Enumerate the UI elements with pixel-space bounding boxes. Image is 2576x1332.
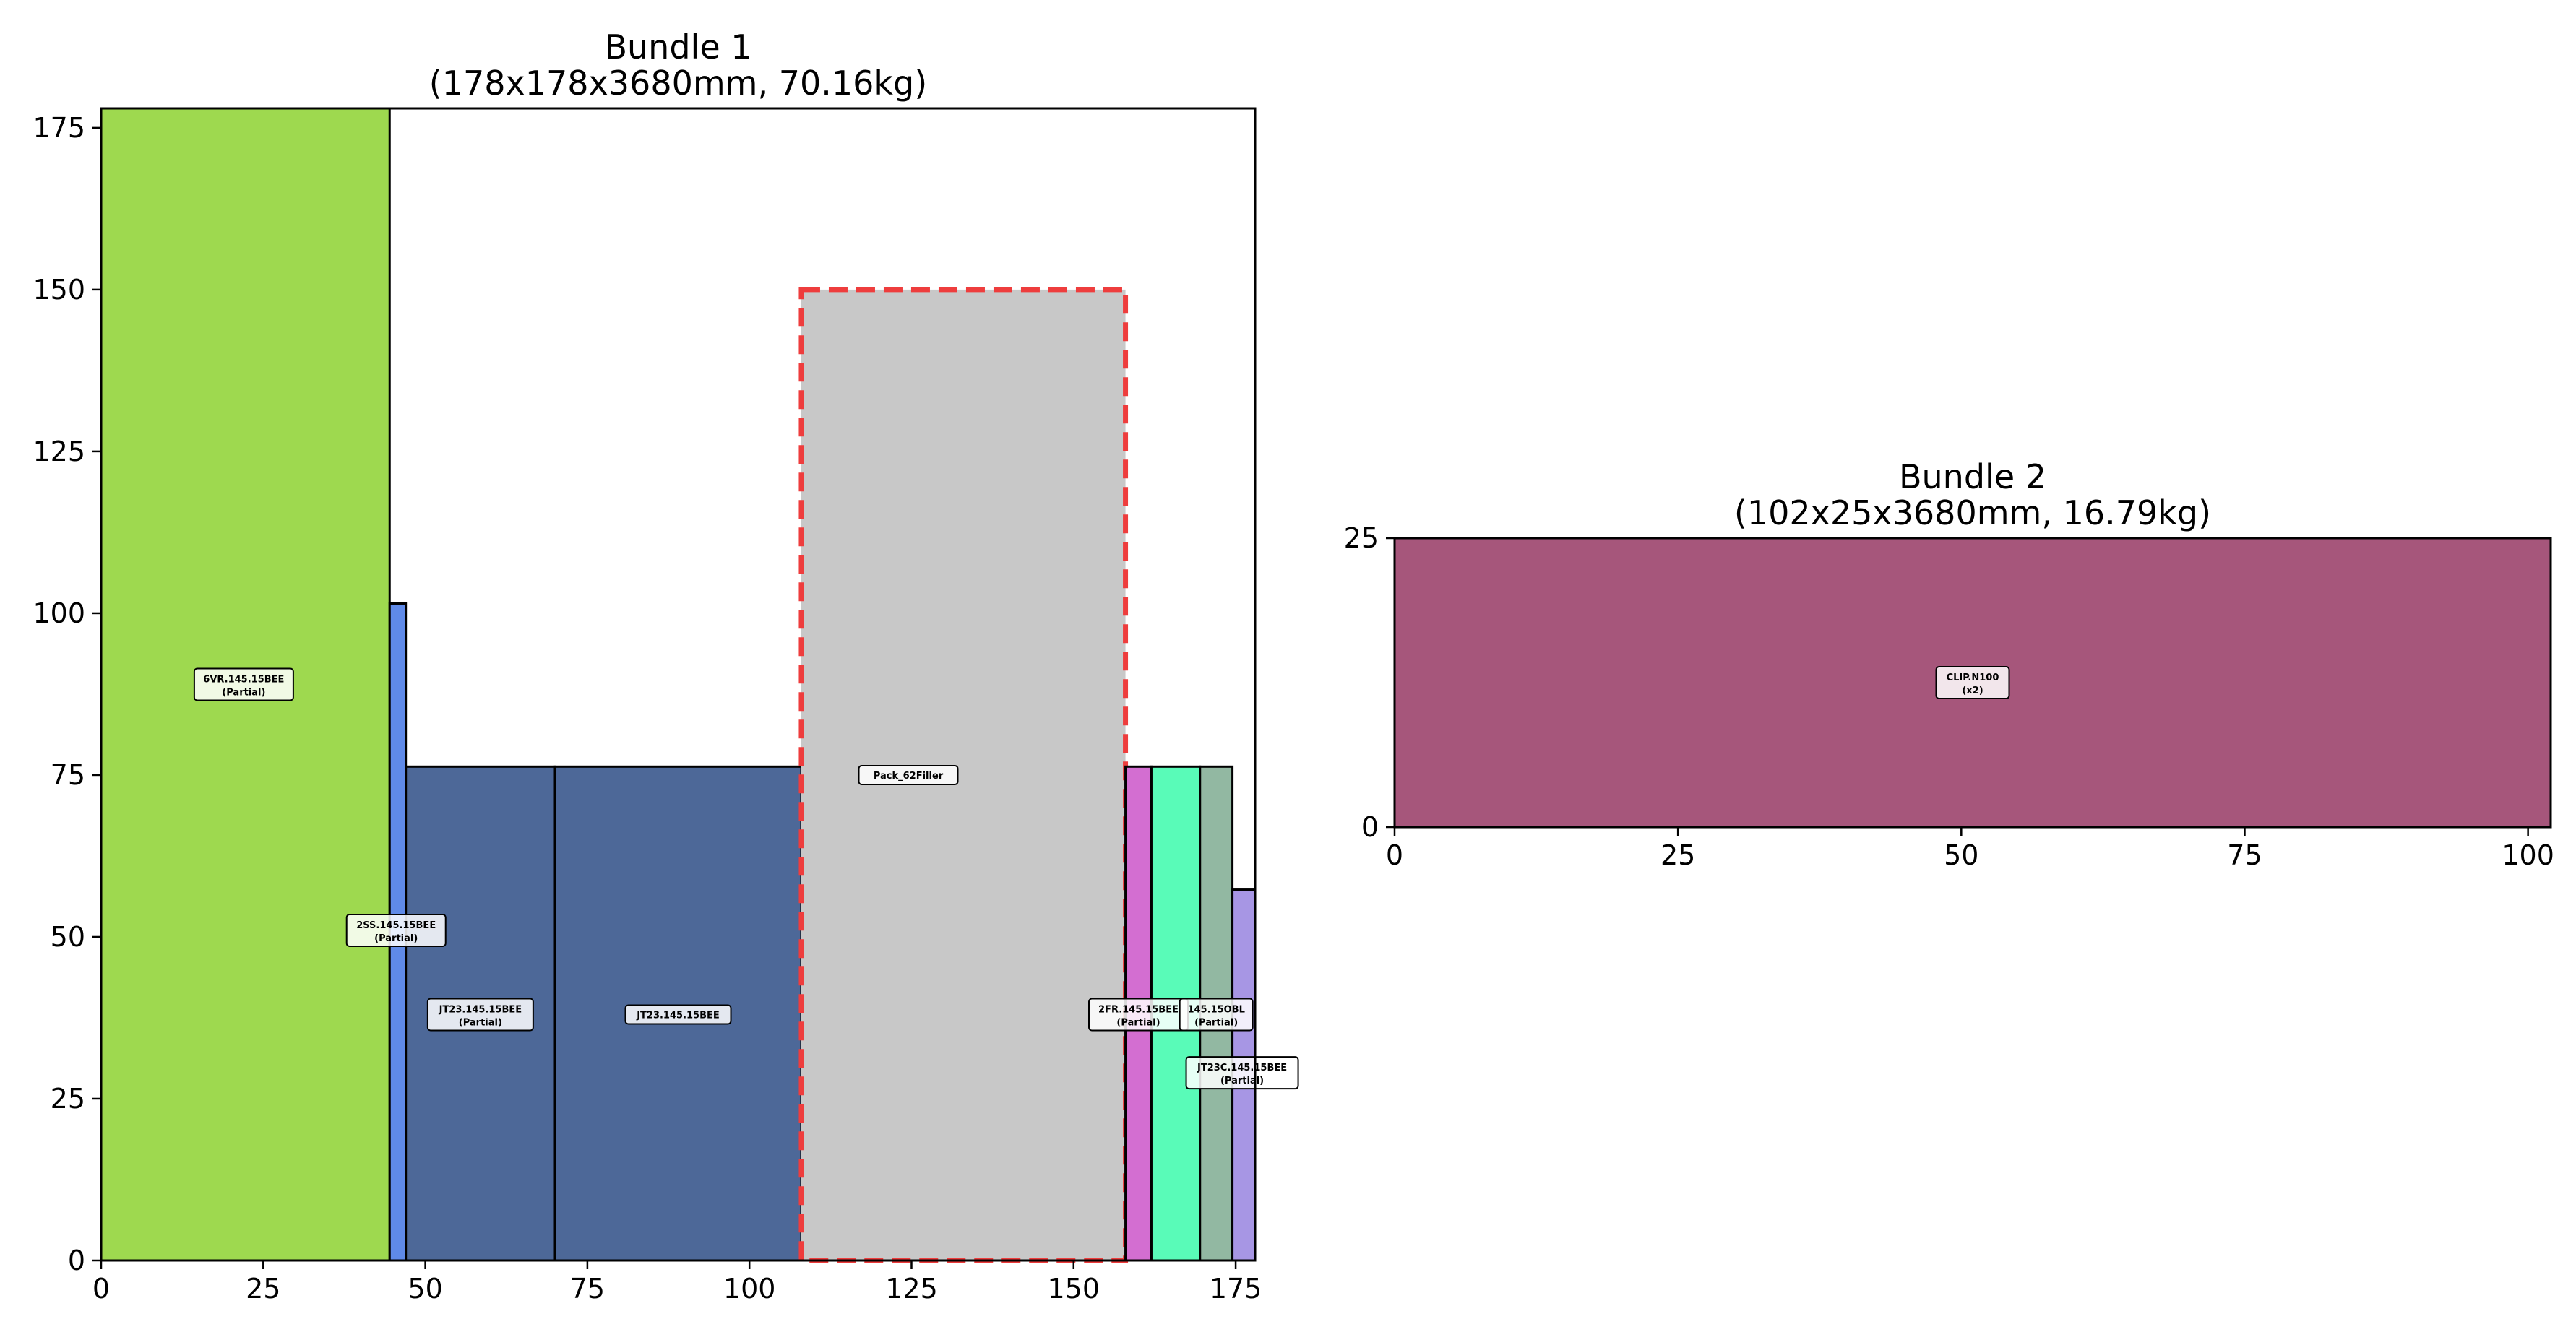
item-label-box: [193, 667, 294, 701]
chart-title: Bundle 2: [1899, 457, 2046, 496]
x-tick-label: 25: [1660, 839, 1695, 871]
x-tick-label: 100: [723, 1273, 776, 1305]
y-tick-label: 25: [1344, 522, 1379, 554]
x-tick-label: 50: [1944, 839, 1978, 871]
item-label: CLIP.N100: [1947, 673, 1999, 683]
y-tick-label: 0: [1361, 811, 1379, 843]
item-label-note: (Partial): [222, 688, 265, 699]
x-tick-label: 150: [1048, 1273, 1100, 1305]
item-label-note: (Partial): [1194, 1017, 1238, 1028]
item-label-box: [624, 1004, 732, 1025]
item-label-box: [426, 998, 534, 1032]
item-label: JT23.145.15BEE: [439, 1004, 522, 1015]
item-label-note: (x2): [1962, 686, 1983, 696]
y-tick-label: 125: [33, 436, 85, 467]
item-label-note: (Partial): [459, 1017, 502, 1028]
item-label-box: [1185, 1056, 1299, 1090]
chart-subtitle: (102x25x3680mm, 16.79kg): [1734, 493, 2211, 532]
x-tick-label: 0: [1386, 839, 1403, 871]
y-tick-label: 75: [51, 759, 85, 791]
item-label-box: [345, 914, 447, 948]
item-label: 2FR.145.15BEE: [1098, 1004, 1179, 1015]
axes-frame: [100, 107, 1257, 1262]
item-label: 145.15OBL: [1187, 1004, 1244, 1015]
chart-panel-1: 6VR.145.15BEE (Partial) 2SS.145.15BEE (Part…: [33, 27, 1299, 1305]
x-tick-label: 0: [92, 1273, 110, 1305]
y-tick-label: 100: [33, 597, 85, 629]
y-tick-label: 175: [33, 112, 85, 144]
x-tick-label: 125: [885, 1273, 938, 1305]
x-tick-label: 25: [246, 1273, 280, 1305]
x-tick-label: 175: [1210, 1273, 1262, 1305]
x-tick-label: 50: [408, 1273, 442, 1305]
item-label-box: [1935, 666, 2010, 699]
x-tick-label: 75: [2227, 839, 2262, 871]
item-label: JT23.145.15BEE: [636, 1010, 720, 1021]
item-label-note: (Partial): [1116, 1017, 1160, 1028]
y-tick-label: 150: [33, 274, 85, 306]
item-label-note: (Partial): [374, 933, 418, 944]
item-label-note: (Partial): [1220, 1076, 1264, 1086]
chart-panel-2: CLIP.N100 (x2) 0 25 50 75 100 0 25 Bundle 2(102x2…: [1344, 457, 2554, 871]
x-tick-label: 100: [2502, 839, 2554, 871]
x-tick-label: 75: [570, 1273, 605, 1305]
y-tick-label: 25: [51, 1083, 85, 1115]
item-label: 6VR.145.15BEE: [203, 675, 284, 686]
item-label: JT23C.145.15BEE: [1197, 1063, 1287, 1073]
item-label-box: [858, 764, 959, 785]
axes-frame: [1393, 537, 2552, 829]
item-label: 2SS.145.15BEE: [356, 920, 436, 931]
y-tick-label: 0: [68, 1245, 85, 1276]
chart-title: Bundle 1: [604, 27, 751, 66]
y-tick-label: 50: [51, 921, 85, 953]
chart-subtitle: (178x178x3680mm, 70.16kg): [429, 64, 927, 103]
packed-item-rect: [798, 287, 1129, 1263]
item-label: Pack_62Filler: [874, 771, 944, 782]
item-label-box: [1179, 998, 1254, 1032]
